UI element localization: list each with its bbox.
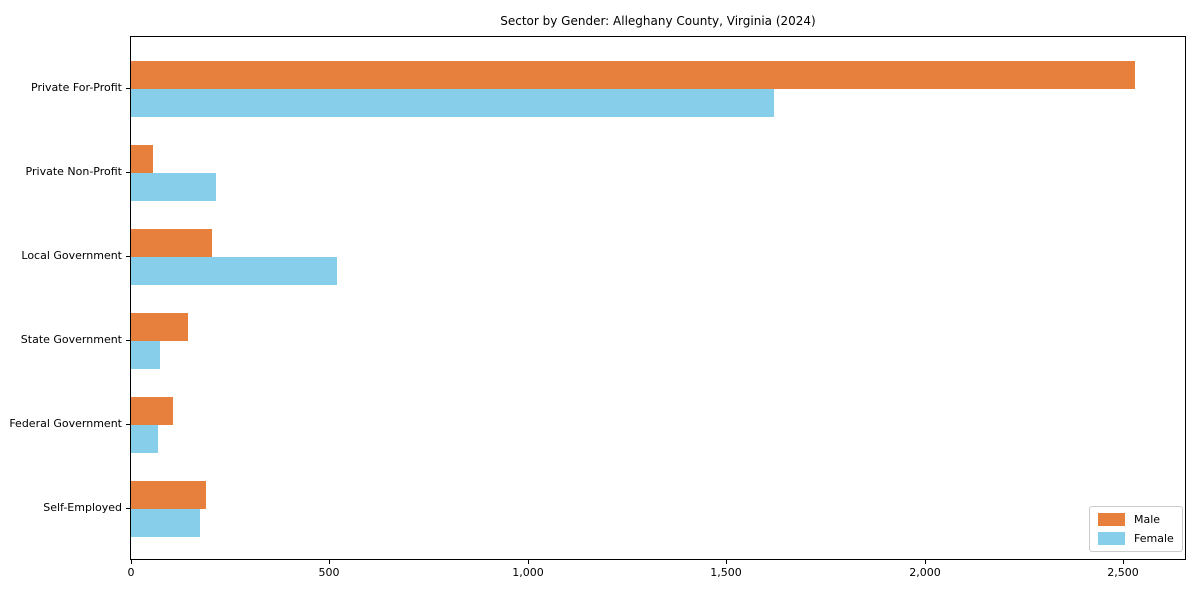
xtick-label-1500: 1,500 — [710, 566, 742, 579]
ytick-mark-private-for-profit — [126, 88, 130, 89]
bar-female-self-employed — [131, 509, 200, 537]
bar-male-private-for-profit — [131, 61, 1135, 89]
bar-male-private-non-profit — [131, 145, 153, 173]
legend-label-male: Male — [1134, 513, 1161, 526]
legend: Male Female — [1089, 506, 1183, 552]
bar-female-private-non-profit — [131, 173, 216, 201]
bar-female-local-government — [131, 257, 337, 285]
xtick-label-500: 500 — [318, 566, 340, 579]
ytick-label-state-government: State Government — [20, 333, 122, 346]
ytick-label-federal-government: Federal Government — [9, 417, 122, 430]
legend-entry-female: Female — [1098, 532, 1174, 545]
xtick-label-2500: 2,500 — [1107, 566, 1139, 579]
ytick-label-local-government: Local Government — [21, 249, 122, 262]
bar-male-self-employed — [131, 481, 206, 509]
ytick-mark-local-government — [126, 256, 130, 257]
ytick-mark-private-non-profit — [126, 172, 130, 173]
ytick-mark-federal-government — [126, 424, 130, 425]
bar-male-state-government — [131, 313, 188, 341]
female-series-swatch — [1098, 532, 1125, 545]
ytick-label-private-non-profit: Private Non-Profit — [25, 165, 122, 178]
xtick-mark-1500 — [726, 560, 727, 564]
xtick-label-1000: 1,000 — [512, 566, 544, 579]
male-series-swatch — [1098, 513, 1125, 526]
bar-female-private-for-profit — [131, 89, 774, 117]
legend-entry-male: Male — [1098, 513, 1174, 526]
xtick-mark-500 — [329, 560, 330, 564]
bar-male-federal-government — [131, 397, 173, 425]
xtick-label-0: 0 — [127, 566, 135, 579]
bar-male-local-government — [131, 229, 212, 257]
ytick-mark-self-employed — [126, 508, 130, 509]
legend-label-female: Female — [1134, 532, 1174, 545]
bar-female-state-government — [131, 341, 160, 369]
xtick-mark-2500 — [1123, 560, 1124, 564]
xtick-label-2000: 2,000 — [909, 566, 941, 579]
xtick-mark-1000 — [528, 560, 529, 564]
xtick-mark-0 — [131, 560, 132, 564]
ytick-mark-state-government — [126, 340, 130, 341]
plot-area: Male Female — [130, 36, 1186, 560]
ytick-label-self-employed: Self-Employed — [43, 501, 122, 514]
chart-title: Sector by Gender: Alleghany County, Virg… — [500, 14, 816, 28]
bar-female-federal-government — [131, 425, 158, 453]
xtick-mark-2000 — [925, 560, 926, 564]
ytick-label-private-for-profit: Private For-Profit — [31, 81, 122, 94]
